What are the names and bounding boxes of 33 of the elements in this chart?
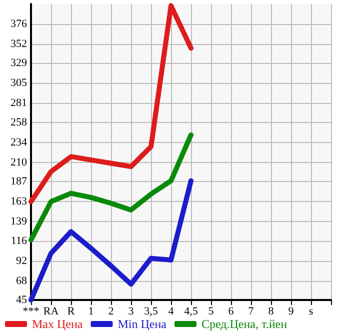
legend-label: Сред.Цена, т.йен xyxy=(201,317,288,331)
y-tick-label: 352 xyxy=(10,38,27,50)
y-tick-label: 258 xyxy=(10,116,28,128)
legend-label: Min Цена xyxy=(118,317,168,331)
x-tick-label: 3,5 xyxy=(144,306,158,318)
y-tick-label: 234 xyxy=(10,136,28,148)
y-tick-label: 187 xyxy=(10,176,28,188)
y-tick-label: 163 xyxy=(10,196,28,208)
y-tick-label: 116 xyxy=(10,234,28,247)
y-tick-label: 305 xyxy=(10,77,28,90)
y-tick-label: 281 xyxy=(10,97,27,110)
y-tick-label: 210 xyxy=(10,156,28,168)
x-tick-label: *** xyxy=(22,306,40,318)
x-tick-label: 6 xyxy=(228,306,234,318)
x-tick-label: 9 xyxy=(288,306,294,318)
x-tick-label: 5 xyxy=(208,306,214,318)
y-tick-label: 376 xyxy=(10,18,28,30)
x-tick-label: R xyxy=(67,306,76,318)
x-tick-label: 3 xyxy=(128,306,134,318)
y-tick-label: 92 xyxy=(16,254,27,267)
legend-label: Max Цена xyxy=(32,317,84,331)
x-tick-label: 8 xyxy=(268,306,274,318)
x-tick-label: 4 xyxy=(168,306,174,318)
y-tick-label: 139 xyxy=(10,216,28,228)
x-tick-label: 2 xyxy=(108,306,114,318)
x-tick-label: 4,5 xyxy=(184,306,198,318)
y-tick-label: 45 xyxy=(16,294,28,306)
x-tick-label: 1 xyxy=(88,306,94,318)
y-tick-label: 68 xyxy=(16,274,28,287)
x-tick-label: s xyxy=(308,306,314,318)
y-tick-label: 329 xyxy=(10,57,28,70)
x-tick-label: 7 xyxy=(248,306,254,318)
x-tick-label: RA xyxy=(43,306,59,318)
